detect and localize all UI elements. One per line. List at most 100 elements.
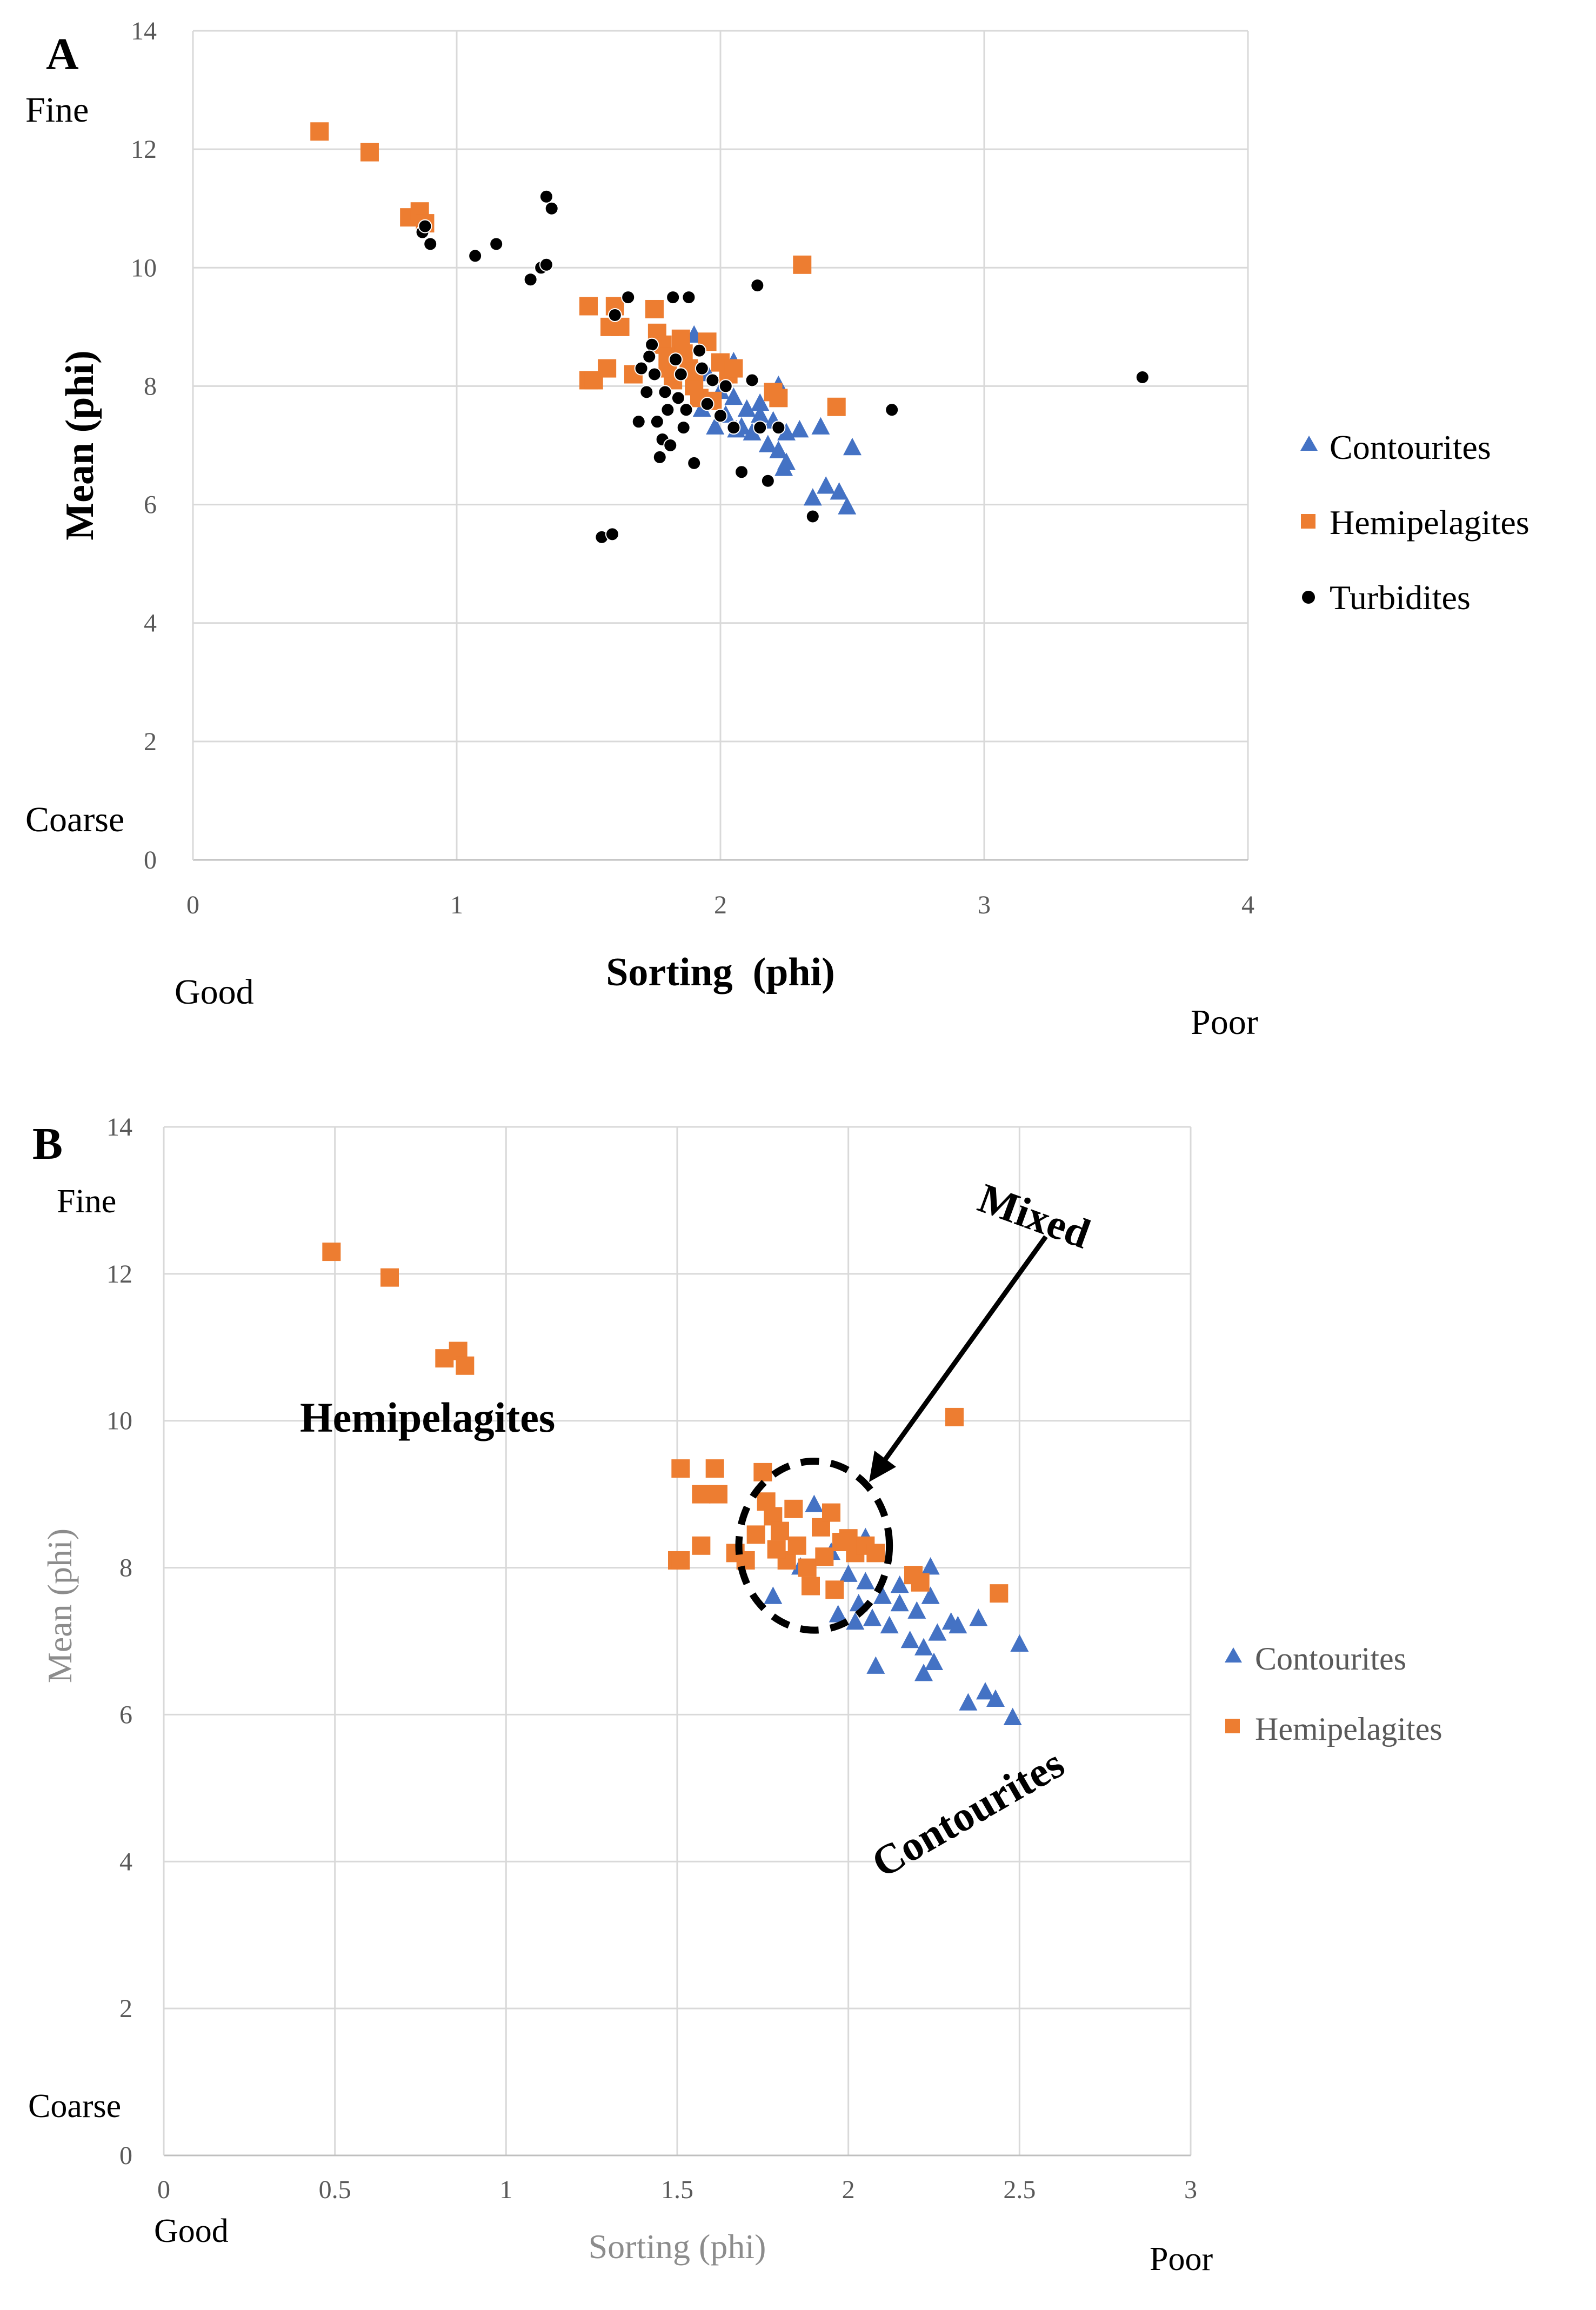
turbidites-point <box>679 403 693 417</box>
hemipelagites-point <box>825 1580 844 1599</box>
contourites-point <box>829 1605 847 1623</box>
contourites-point <box>846 1612 865 1630</box>
x-tick-label: 2.5 <box>1003 2175 1036 2204</box>
turbidites-point <box>671 391 685 405</box>
annotation-fine: Fine <box>57 1183 116 1220</box>
turbidites-point <box>750 278 765 293</box>
x-tick-label: 4 <box>1241 891 1254 919</box>
turbidites-point <box>645 337 659 352</box>
contourites-point <box>751 405 770 423</box>
y-tick-label: 14 <box>106 1113 132 1141</box>
hemipelagites-point <box>815 1547 834 1566</box>
contourites-point <box>843 437 862 456</box>
y-tick-label: 12 <box>131 135 157 164</box>
turbidites-point <box>605 527 619 542</box>
contourites-point <box>890 1575 909 1593</box>
data-points <box>310 122 1150 544</box>
turbidites-point <box>468 249 483 263</box>
mixed-zone-circle <box>735 1457 893 1634</box>
contourites-point <box>764 1586 783 1604</box>
y-axis-label: Mean (phi) <box>58 350 102 540</box>
turbidites-point <box>621 290 636 305</box>
contourites-point <box>724 387 743 405</box>
hemipelagites-point <box>705 1459 724 1478</box>
x-tick-labels: 0 1 2 3 4 <box>186 891 1254 919</box>
turbidites-point <box>726 420 741 435</box>
turbidites-point <box>607 308 622 322</box>
mixed-arrow-shaft <box>878 1235 1048 1468</box>
hemipelagites-point <box>802 1577 820 1595</box>
turbidites-point <box>692 343 706 358</box>
turbidites-point <box>523 272 538 287</box>
hemipelagites-point <box>746 1525 765 1544</box>
turbidites-point <box>639 385 654 399</box>
contourites-point <box>803 488 822 506</box>
x-tick-label: 3 <box>1184 2175 1197 2204</box>
turbidites-point <box>805 509 820 524</box>
turbidites-point <box>687 456 702 470</box>
y-tick-label: 8 <box>144 372 157 400</box>
contourites-point <box>1010 1634 1029 1652</box>
contourites-point <box>914 1638 933 1655</box>
x-tick-label: 0 <box>186 891 199 919</box>
annotation-good: Good <box>154 2213 229 2249</box>
contourites-point <box>969 1608 988 1626</box>
legend: Contourites Hemipelagites <box>1225 1641 1443 1747</box>
turbidites-point <box>885 403 899 417</box>
turbidites-point <box>642 349 657 364</box>
turbidites-point <box>1135 370 1150 384</box>
x-tick-label: 0.5 <box>319 2175 351 2204</box>
x-axis-label: Sorting (phi) <box>606 950 835 994</box>
contourites-point <box>873 1586 892 1604</box>
axes <box>192 31 1248 861</box>
contourites-point <box>737 399 756 417</box>
annotation-good: Good <box>175 972 254 1012</box>
turbidites-point <box>669 352 683 367</box>
contourites-point <box>921 1557 940 1575</box>
annotation-poor: Poor <box>1150 2241 1213 2278</box>
annotation-fine: Fine <box>25 90 89 130</box>
contourites-point <box>928 1623 947 1641</box>
x-tick-label: 2 <box>842 2175 855 2204</box>
legend-marker-hemipelagites <box>1301 514 1315 529</box>
turbidites-point <box>544 201 559 216</box>
y-axis-label: Mean (phi) <box>41 1528 79 1683</box>
hemipelagites-point <box>322 1243 341 1261</box>
turbidites-point <box>700 397 714 411</box>
hemipelagites-point <box>709 1485 727 1504</box>
turbidites-point <box>695 361 709 376</box>
x-tick-label: 3 <box>978 891 991 919</box>
turbidites-point <box>647 367 662 382</box>
contourites-point <box>839 1564 858 1582</box>
annotation-coarse: Coarse <box>25 800 124 839</box>
hemipelagites-point <box>692 1485 711 1504</box>
panel-label: B <box>32 1119 63 1169</box>
y-tick-label: 14 <box>131 17 157 45</box>
turbidites-point <box>539 189 553 204</box>
hemipelagites-point <box>360 143 379 162</box>
y-tick-label: 2 <box>119 1994 132 2023</box>
y-tick-labels: 0 2 4 6 8 10 12 14 <box>106 1113 132 2170</box>
contourites-point <box>811 417 830 435</box>
hemipelagites-point <box>990 1584 1009 1603</box>
turbidites-point <box>713 409 727 423</box>
contourites-point <box>1003 1707 1022 1725</box>
contourites-point <box>986 1689 1005 1707</box>
turbidites-point <box>634 361 649 376</box>
panel-label: A <box>46 29 79 79</box>
legend-label-contourites: Contourites <box>1255 1641 1406 1677</box>
y-tick-label: 0 <box>144 846 157 874</box>
y-tick-label: 10 <box>106 1407 132 1436</box>
annotation-poor: Poor <box>1191 1003 1258 1042</box>
hemipelagites-point <box>793 255 812 274</box>
y-tick-label: 12 <box>106 1260 132 1288</box>
legend-label-hemipelagites: Hemipelagites <box>1330 503 1530 542</box>
hemipelagites-point <box>456 1356 475 1375</box>
data-points <box>322 1243 1029 1725</box>
hemipelagites-point <box>692 1536 711 1555</box>
hemipelagites-point <box>771 1521 789 1540</box>
turbidites-point <box>663 438 678 452</box>
turbidites-point <box>652 450 667 464</box>
